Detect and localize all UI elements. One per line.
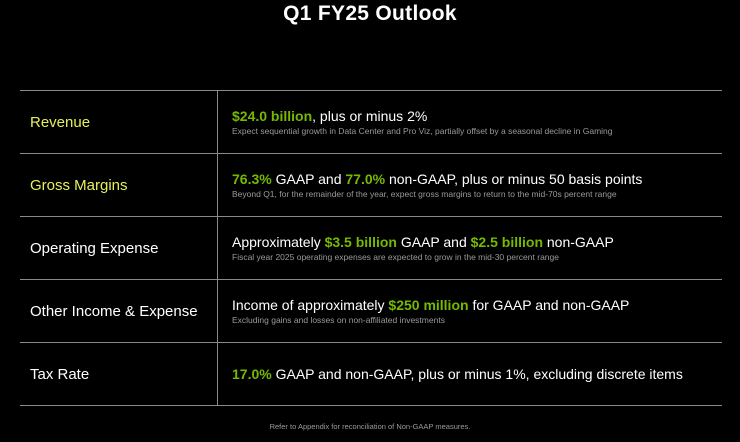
footnote: Refer to Appendix for reconciliation of …	[269, 422, 471, 431]
gaap-margin-highlight: 76.3%	[232, 171, 272, 187]
tax-rate-text: GAAP and non-GAAP, plus or minus 1%, exc…	[271, 366, 683, 382]
table-row-tax-rate: Tax Rate 17.0% GAAP and non-GAAP, plus o…	[20, 343, 722, 406]
gross-margins-text-2: non-GAAP, plus or minus 50 basis points	[385, 171, 643, 187]
table-row-revenue: Revenue $24.0 billion, plus or minus 2% …	[20, 91, 722, 154]
gross-margins-subtext: Beyond Q1, for the remainder of the year…	[232, 189, 617, 199]
other-income-highlight: $250 million	[388, 297, 469, 313]
table-row-operating-expense: Operating Expense Approximately $3.5 bil…	[20, 217, 722, 280]
gross-margins-text-1: GAAP and	[271, 171, 346, 187]
operating-expense-text-0: Approximately	[232, 234, 325, 250]
operating-expense-main-line: Approximately $3.5 billion GAAP and $2.5…	[232, 233, 722, 251]
row-value-gross-margins: 76.3% GAAP and 77.0% non-GAAP, plus or m…	[218, 154, 722, 216]
row-label-revenue: Revenue	[20, 91, 218, 153]
row-label-gross-margins: Gross Margins	[20, 154, 218, 216]
table-row-other-income-expense: Other Income & Expense Income of approxi…	[20, 280, 722, 343]
other-income-main-line: Income of approximately $250 million for…	[232, 296, 722, 314]
other-income-subtext: Excluding gains and losses on non-affili…	[232, 315, 445, 325]
other-income-text-0: Income of approximately	[232, 297, 389, 313]
revenue-subtext: Expect sequential growth in Data Center …	[232, 126, 613, 136]
operating-expense-text-1: GAAP and	[396, 234, 471, 250]
revenue-main-line: $24.0 billion, plus or minus 2%	[232, 107, 722, 125]
tax-rate-highlight: 17.0%	[232, 366, 272, 382]
page-title: Q1 FY25 Outlook	[283, 2, 457, 25]
row-value-other-income-expense: Income of approximately $250 million for…	[218, 280, 722, 342]
operating-expense-subtext: Fiscal year 2025 operating expenses are …	[232, 252, 559, 262]
non-gaap-margin-highlight: 77.0%	[345, 171, 386, 187]
gaap-opex-highlight: $3.5 billion	[324, 234, 397, 250]
non-gaap-opex-highlight: $2.5 billion	[470, 234, 543, 250]
row-label-tax-rate: Tax Rate	[20, 343, 218, 405]
row-value-operating-expense: Approximately $3.5 billion GAAP and $2.5…	[218, 217, 722, 279]
gross-margins-main-line: 76.3% GAAP and 77.0% non-GAAP, plus or m…	[232, 170, 722, 188]
revenue-text: , plus or minus 2%	[312, 108, 428, 124]
row-label-other-income-expense: Other Income & Expense	[20, 280, 218, 342]
tax-rate-main-line: 17.0% GAAP and non-GAAP, plus or minus 1…	[232, 365, 722, 383]
other-income-text-1: for GAAP and non-GAAP	[468, 297, 630, 313]
row-label-operating-expense: Operating Expense	[20, 217, 218, 279]
row-value-tax-rate: 17.0% GAAP and non-GAAP, plus or minus 1…	[218, 343, 722, 405]
revenue-highlight: $24.0 billion	[232, 108, 313, 124]
outlook-table: Revenue $24.0 billion, plus or minus 2% …	[20, 90, 722, 406]
row-value-revenue: $24.0 billion, plus or minus 2% Expect s…	[218, 91, 722, 153]
table-row-gross-margins: Gross Margins 76.3% GAAP and 77.0% non-G…	[20, 154, 722, 217]
operating-expense-text-2: non-GAAP	[543, 234, 614, 250]
